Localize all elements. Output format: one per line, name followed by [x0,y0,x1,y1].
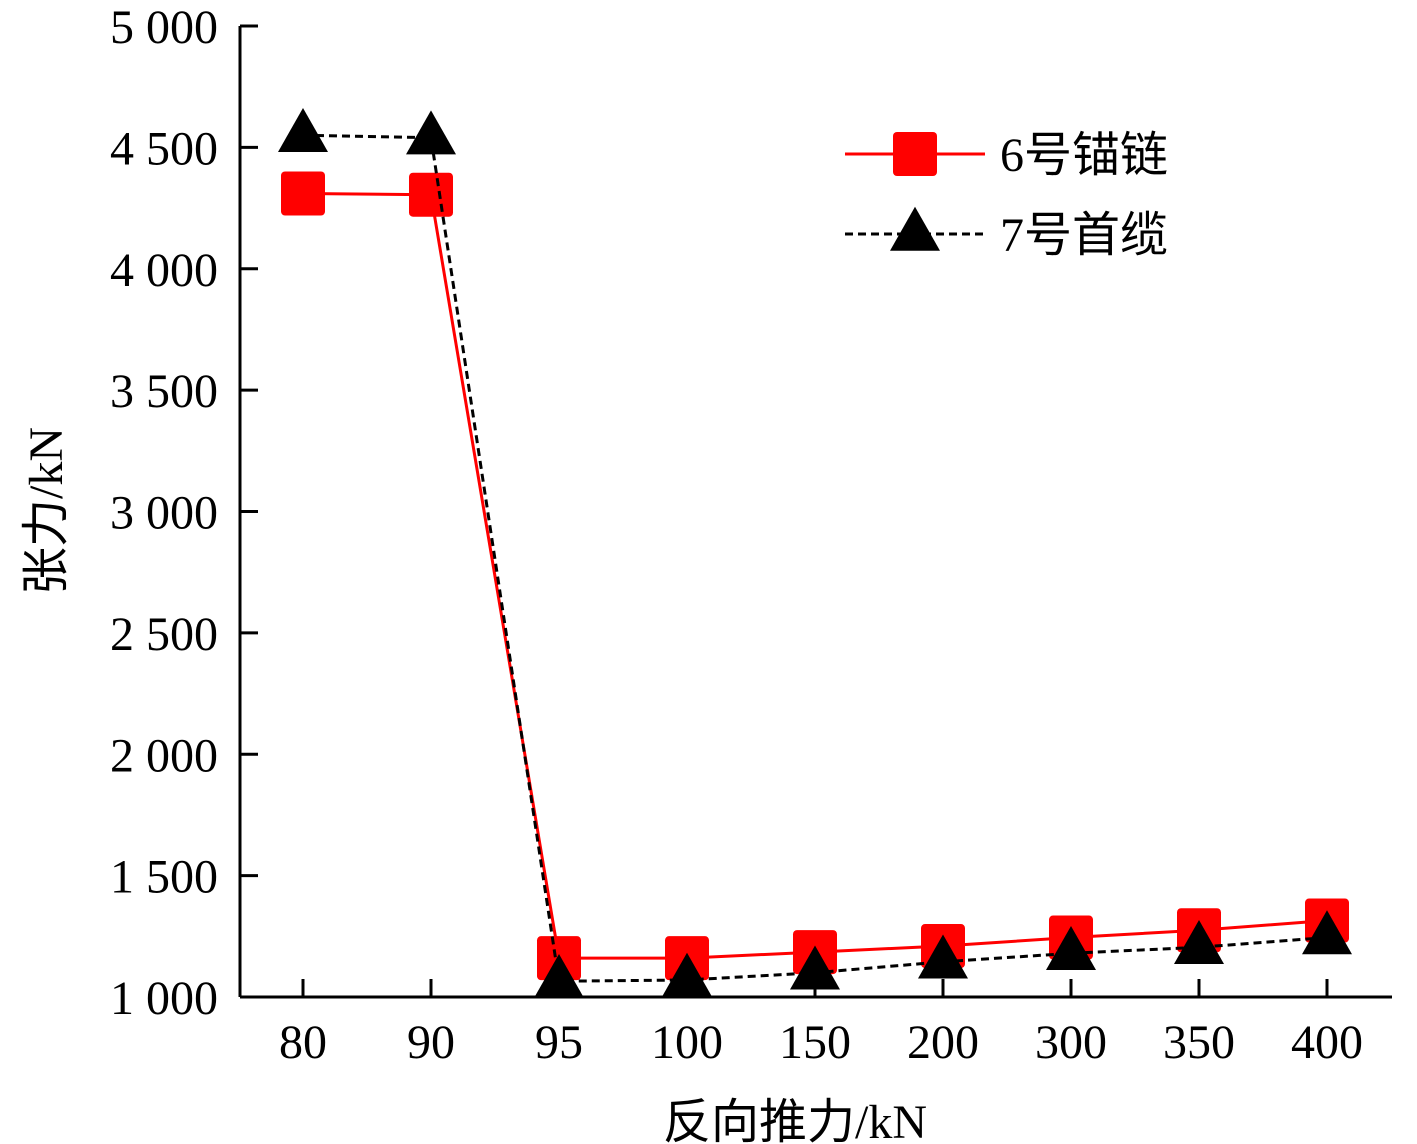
x-tick-label: 95 [535,1016,583,1069]
axes [238,26,1392,999]
x-tick-label: 400 [1291,1016,1363,1069]
x-tick-label: 80 [279,1016,327,1069]
y-tick-label: 1 000 [110,972,218,1025]
legend-marker [893,132,937,176]
y-tick-label: 5 000 [110,1,218,54]
data-point [281,171,325,216]
y-tick-label: 4 500 [110,122,218,175]
data-point [918,934,968,979]
data-point [534,953,584,998]
legend-label: 7号首缆 [1000,209,1168,262]
legend-label: 6号锚链 [1000,129,1168,182]
data-point [406,110,456,155]
y-tick-label: 1 500 [110,851,218,904]
y-ticks: 1 000 1 500 2 000 2 500 3 000 3 500 4 000 4 500… [110,1,258,1025]
data-point [662,952,712,997]
y-tick-label: 2 000 [110,729,218,782]
data-point [1302,910,1352,955]
legend-item: 7号首缆 [845,206,1168,262]
series-line [302,133,1328,983]
x-tick-label: 350 [1163,1016,1235,1069]
y-tick-label: 3 500 [110,365,218,418]
y-tick-label: 3 000 [110,487,218,540]
legend-marker [890,206,940,251]
data-point [409,172,453,217]
data-point [790,945,840,990]
series-2 [278,107,1352,998]
x-tick-label: 200 [907,1016,979,1069]
series-1 [281,171,1349,981]
x-tick-label: 100 [651,1016,723,1069]
y-tick-label: 2 500 [110,608,218,661]
data-point [278,107,328,152]
y-axis-label: 张力/kN [20,427,73,595]
y-tick-label: 4 000 [110,244,218,297]
x-axis-label: 反向推力/kN [663,1096,927,1144]
legend-item: 6号锚链 [845,129,1168,182]
x-ticks: 80 90 95 100 150 200 300 350 400 [279,979,1363,1069]
x-tick-label: 300 [1035,1016,1107,1069]
x-tick-label: 90 [407,1016,455,1069]
series-layer [278,107,1352,998]
x-tick-label: 150 [779,1016,851,1069]
legend: 6号锚链 7号首缆 [845,129,1168,262]
data-point [1046,926,1096,971]
data-point [1174,919,1224,964]
